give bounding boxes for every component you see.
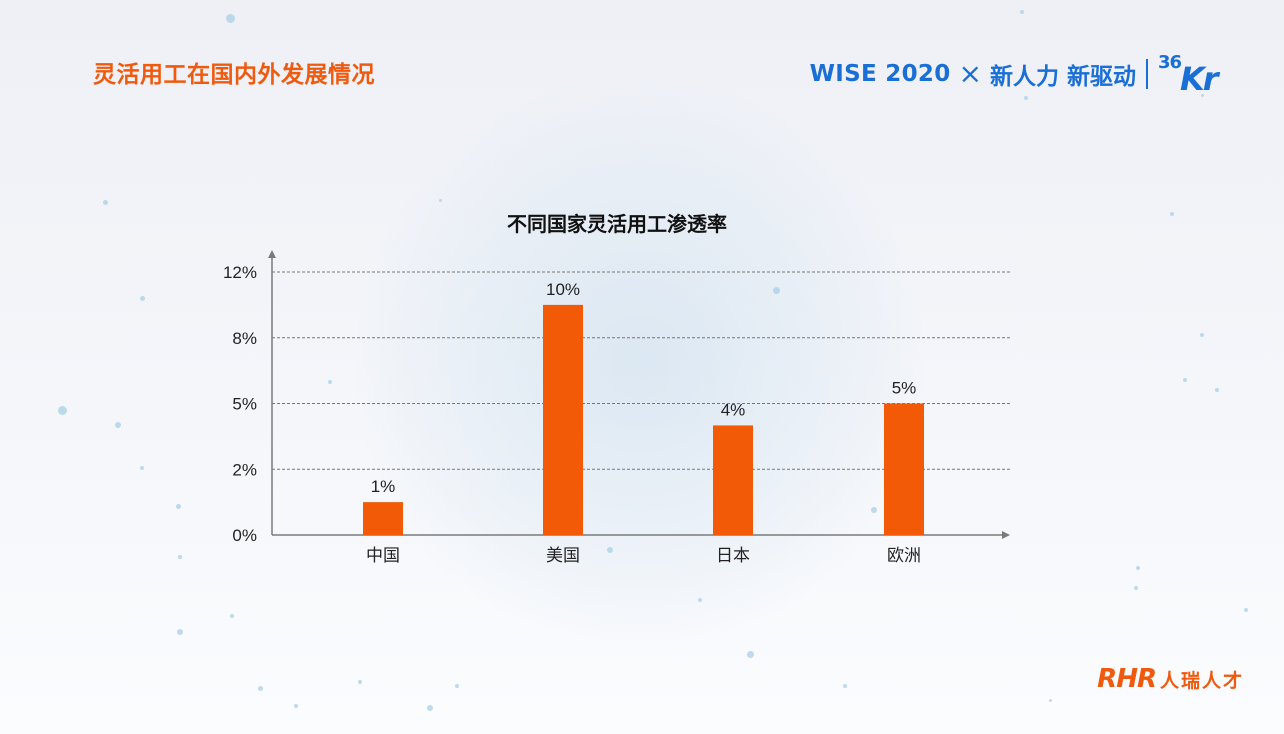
brand-header: WISE 2020 × 新人力 新驱动 36 Kr: [809, 52, 1226, 98]
background-dot: [1183, 378, 1187, 382]
36kr-logo-number: 36: [1158, 52, 1182, 73]
brand-wise-text: WISE 2020: [809, 61, 951, 87]
background-dot: [257, 685, 263, 691]
background-dot: [102, 199, 108, 205]
background-dot: [328, 380, 332, 384]
brand-divider: [1146, 59, 1148, 89]
background-dot: [358, 680, 362, 684]
chart-title: 不同国家灵活用工渗透率: [507, 212, 727, 236]
rhr-logo-name: 人瑞人才: [1159, 669, 1244, 692]
x-tick-label: 欧洲: [887, 546, 921, 565]
x-tick-label: 中国: [366, 546, 400, 565]
y-axis-arrow: [268, 250, 276, 258]
background-dot: [427, 705, 433, 711]
bar-value-label: 4%: [721, 400, 746, 419]
background-dot: [746, 650, 754, 658]
background-dot: [1215, 388, 1219, 392]
background-dot: [438, 198, 442, 202]
background-dot: [57, 405, 67, 415]
bar: [543, 304, 583, 535]
x-tick-label: 美国: [546, 546, 580, 565]
background-dot: [1170, 212, 1174, 216]
background-dot: [225, 13, 235, 23]
rhr-logo: RHR 人瑞人才: [1097, 664, 1244, 694]
background-dot: [177, 629, 183, 635]
y-tick-label: 8%: [232, 329, 257, 348]
36kr-logo: 36 Kr: [1158, 52, 1226, 98]
page-title: 灵活用工在国内外发展情况: [93, 62, 375, 88]
bar-value-label: 10%: [546, 280, 580, 299]
rhr-logo-mark: RHR: [1097, 664, 1157, 694]
background-dot: [871, 507, 877, 513]
background-dot: [140, 466, 144, 470]
bar-value-label: 1%: [371, 477, 396, 496]
background-dot: [294, 704, 298, 708]
background-dot: [607, 547, 613, 553]
background-dot: [843, 684, 847, 688]
x-tick-label: 日本: [716, 546, 750, 565]
x-axis-arrow: [1002, 531, 1010, 539]
background-dot: [1136, 566, 1140, 570]
background-dot: [1048, 698, 1052, 702]
brand-times-icon: ×: [958, 57, 982, 90]
bar: [713, 425, 753, 535]
background-dot: [772, 286, 780, 294]
brand-slogan: 新人力 新驱动: [989, 64, 1136, 90]
background-globe: [355, 78, 925, 648]
background-dot: [1200, 333, 1204, 337]
background-dot: [698, 598, 702, 602]
y-tick-label: 12%: [223, 263, 257, 282]
bar-value-label: 5%: [892, 379, 917, 398]
y-tick-label: 5%: [232, 395, 257, 414]
bar: [363, 502, 403, 535]
background-dot: [230, 614, 234, 618]
background-dot: [1200, 93, 1204, 97]
background-dot: [139, 295, 145, 301]
background-dot: [115, 422, 121, 428]
background-dot: [178, 555, 182, 559]
y-tick-label: 2%: [232, 460, 257, 479]
background-dot: [175, 503, 181, 509]
y-tick-label: 0%: [232, 526, 257, 545]
36kr-logo-letters: Kr: [1180, 60, 1219, 98]
background-dot: [455, 684, 459, 688]
background-dot: [1244, 608, 1248, 612]
bar: [884, 403, 924, 535]
background-dot: [1020, 10, 1024, 14]
background-dot: [1134, 586, 1138, 590]
background-dot: [1024, 96, 1028, 100]
